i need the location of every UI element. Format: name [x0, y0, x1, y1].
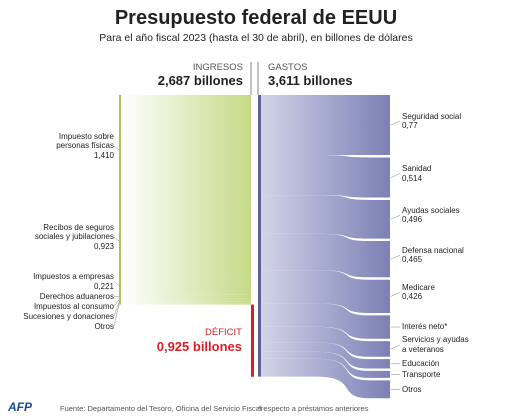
value-label: 0,923	[93, 241, 114, 251]
chart-title: Presupuesto federal de EEUU	[114, 7, 398, 29]
expense-label: GASTOS	[268, 62, 308, 73]
expense-flow	[261, 155, 390, 198]
category-label: Otros	[94, 321, 114, 331]
leader	[390, 173, 401, 178]
category-label: Sucesiones y donaciones	[23, 311, 114, 321]
label-group: Impuestos a empresas 0,221	[33, 272, 114, 291]
income-label: INGRESOS	[192, 62, 243, 73]
category-label: Derechos aduaneros	[39, 291, 114, 301]
income-flow	[121, 303, 251, 305]
deficit-bar	[251, 304, 254, 377]
expense-flow	[261, 351, 390, 378]
leader	[113, 303, 120, 327]
expense-flow	[261, 326, 390, 357]
value-label: 0,496	[402, 215, 423, 225]
leader	[113, 281, 120, 286]
category-label: Impuestos al consumo	[33, 301, 114, 311]
income-total: 2,687 billones	[157, 73, 243, 88]
category-label: Impuesto sobre personas físicas	[56, 131, 114, 151]
category-label: Seguridad social	[402, 111, 462, 121]
expense-total: 3,611 billones	[268, 73, 353, 88]
category-label: Sanidad	[402, 164, 432, 173]
value-label: 0,465	[402, 255, 423, 265]
expense-flow	[261, 233, 390, 278]
deficit-value: 0,925 billones	[156, 339, 242, 354]
leader	[113, 302, 120, 317]
label-group: Sucesiones y donaciones	[23, 312, 114, 322]
leader	[113, 236, 120, 242]
category-label: Servicios y ayudas a veteranos	[402, 335, 469, 354]
income-flow	[121, 276, 251, 295]
value-label: 1,410	[93, 150, 114, 160]
subtitle: Para el año fiscal 2023 (hasta el 30 de …	[99, 32, 413, 44]
income-flow	[121, 204, 251, 277]
income-bar	[119, 95, 121, 305]
label-group: Defensa nacional 0,465	[402, 246, 464, 265]
expense-flow	[261, 195, 390, 239]
value-label: 0,426	[402, 292, 423, 302]
expense-flow	[261, 303, 390, 339]
leader	[390, 344, 401, 350]
category-label: Interés neto*	[402, 322, 448, 332]
value-label: 0,77	[402, 121, 418, 131]
label-group: Impuestos al consumo	[34, 302, 114, 312]
leader	[113, 145, 120, 151]
category-label: Otros	[402, 384, 422, 394]
category-label: Defensa nacional	[402, 245, 464, 255]
expense-flow	[261, 342, 390, 369]
label-group: Medicare 0,426	[402, 283, 435, 302]
label-group: Educación	[402, 359, 439, 369]
deficit-label: DÉFICIT	[205, 327, 242, 338]
category-label: Impuestos a empresas	[33, 272, 114, 282]
source: Fuente: Departamento del Tesoro, Oficina…	[60, 404, 262, 413]
expense-flow	[261, 358, 390, 399]
note: *respecto a préstamos anteriores	[258, 404, 369, 413]
label-group: Otros	[402, 385, 422, 395]
label-group: Ayudas sociales 0,496	[402, 206, 460, 225]
income-flow	[121, 298, 251, 302]
label-group: Otros	[94, 322, 114, 332]
income-flow	[121, 301, 251, 304]
label-group: Derechos aduaneros	[40, 292, 114, 302]
expense-bar	[258, 95, 261, 377]
category-label: Recibos de seguros sociales y jubilacion…	[34, 222, 114, 242]
label-group: Interés neto*	[402, 322, 447, 332]
leader	[390, 254, 401, 260]
label-group: Impuesto sobre personas físicas 1,410	[56, 132, 114, 161]
category-label: Ayudas sociales	[402, 205, 460, 215]
logo: AFP	[8, 400, 32, 414]
leader	[390, 215, 401, 220]
category-label: Transporte	[402, 369, 441, 379]
label-group: Sanidad 0,514	[402, 164, 431, 183]
value-label: 0,221	[93, 281, 114, 291]
label-group: Transporte	[402, 370, 440, 380]
leader	[113, 299, 120, 307]
income-flow	[121, 95, 251, 205]
label-group: Servicios y ayudas a veteranos	[402, 335, 469, 354]
expense-flow	[261, 95, 390, 156]
income-flow	[121, 294, 251, 299]
category-label: Educación	[402, 359, 440, 369]
leader	[390, 292, 401, 297]
category-label: Medicare	[402, 282, 435, 292]
value-label: 0,514	[402, 173, 423, 183]
leader	[390, 120, 401, 126]
label-group: Seguridad social 0,77	[402, 112, 461, 131]
expense-flow	[261, 270, 390, 313]
label-group: Recibos de seguros sociales y jubilacion…	[35, 223, 114, 252]
